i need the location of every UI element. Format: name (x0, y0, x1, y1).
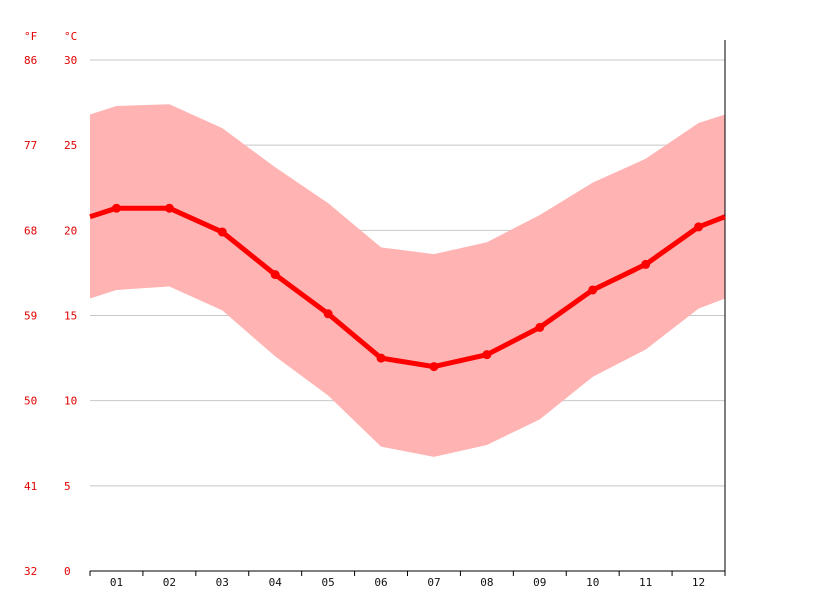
x-tick-label: 01 (110, 576, 123, 589)
data-points (111, 203, 704, 372)
x-tick-label: 11 (639, 576, 652, 589)
x-tick-label: 04 (269, 576, 283, 589)
x-axis-tick-labels: 01 02 03 04 05 06 07 08 09 10 11 12 (110, 576, 705, 589)
data-point (164, 203, 174, 213)
celsius-tick-label: 20 (64, 224, 77, 237)
celsius-tick-label: 0 (64, 565, 71, 578)
x-tick-label: 08 (480, 576, 493, 589)
data-point (323, 309, 333, 319)
celsius-tick-label: 25 (64, 139, 77, 152)
data-point (694, 222, 704, 232)
celsius-tick-label: 5 (64, 480, 71, 493)
fahrenheit-unit-label: °F (24, 30, 37, 43)
x-tick-label: 12 (692, 576, 705, 589)
fahrenheit-tick-label: 59 (24, 310, 37, 323)
x-tick-label: 02 (163, 576, 176, 589)
data-point (376, 353, 386, 363)
data-point (588, 285, 598, 295)
data-point (217, 227, 227, 237)
celsius-tick-label: 10 (64, 395, 77, 408)
x-tick-label: 09 (533, 576, 546, 589)
data-point (429, 362, 439, 372)
fahrenheit-tick-label: 50 (24, 395, 37, 408)
x-tick-label: 03 (216, 576, 229, 589)
fahrenheit-tick-label: 86 (24, 54, 37, 67)
x-tick-label: 06 (374, 576, 387, 589)
fahrenheit-tick-label: 77 (24, 139, 37, 152)
fahrenheit-tick-label: 41 (24, 480, 37, 493)
axes (89, 40, 726, 576)
x-tick-label: 07 (427, 576, 440, 589)
data-point (111, 203, 121, 213)
celsius-unit-label: °C (64, 30, 77, 43)
fahrenheit-tick-label: 68 (24, 224, 37, 237)
celsius-tick-label: 15 (64, 310, 77, 323)
data-point (270, 270, 280, 280)
data-point (641, 259, 651, 269)
fahrenheit-tick-label: 32 (24, 565, 37, 578)
data-point (482, 350, 492, 360)
x-tick-label: 05 (322, 576, 335, 589)
x-tick-label: 10 (586, 576, 599, 589)
temperature-range-band (90, 104, 725, 457)
celsius-tick-label: 30 (64, 54, 77, 67)
y-axis-tick-labels: 32 0 41 5 50 10 59 15 68 20 77 25 86 30 (24, 54, 77, 578)
average-temperature-line (89, 205, 726, 370)
data-point (535, 322, 545, 332)
